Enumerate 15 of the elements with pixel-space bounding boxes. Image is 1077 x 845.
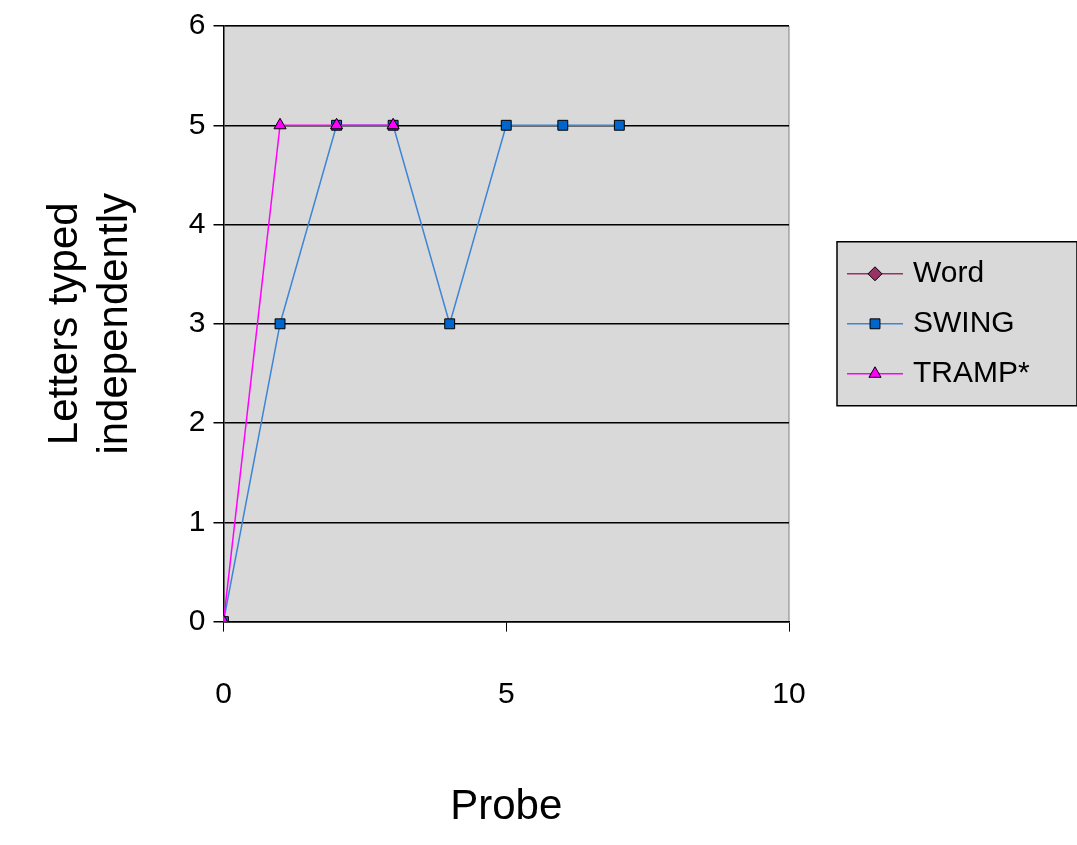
y-tick-label: 1 <box>188 503 206 537</box>
legend-label: SWING <box>913 305 1015 339</box>
legend-label: Word <box>913 255 985 289</box>
y-axis-title: Letters typed independently <box>38 193 137 455</box>
y-tick-label: 0 <box>188 602 206 636</box>
y-tick-label: 2 <box>188 404 206 438</box>
y-tick-label: 5 <box>188 106 206 140</box>
y-tick-label: 6 <box>188 7 206 41</box>
x-tick-label: 0 <box>215 675 232 709</box>
y-tick-label: 3 <box>188 305 206 339</box>
x-tick-label: 5 <box>497 675 515 709</box>
legend-label: TRAMP* <box>913 355 1030 389</box>
y-tick-label: 4 <box>188 205 206 239</box>
x-axis-title: Probe <box>450 781 563 829</box>
x-tick-label: 10 <box>772 675 806 709</box>
